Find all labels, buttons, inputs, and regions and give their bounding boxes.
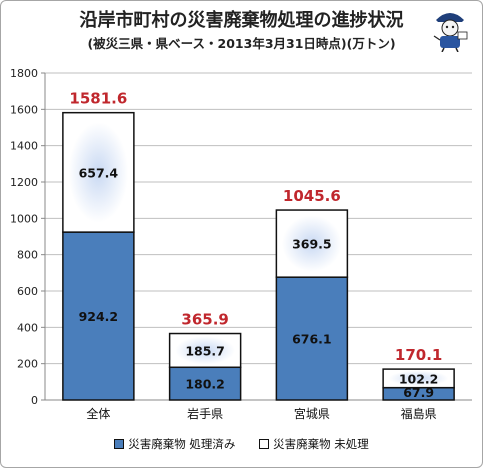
data-label-total: 365.9 [181, 311, 228, 329]
data-label-unprocessed: 102.2 [399, 371, 439, 386]
data-label-unprocessed: 657.4 [79, 165, 119, 180]
legend-label-processed: 災害廃棄物 処理済み [128, 437, 236, 451]
x-category-label: 岩手県 [187, 406, 223, 421]
y-tick-label: 200 [17, 358, 38, 371]
data-label-processed: 924.2 [79, 309, 119, 324]
y-tick-label: 1000 [10, 212, 38, 225]
data-label-processed: 67.9 [403, 385, 434, 400]
chart-subtitle: (被災三県・県ベース・2013年3月31日時点)(万トン) [87, 36, 396, 51]
legend-item-processed: 災害廃棄物 処理済み [114, 436, 235, 452]
data-label-total: 170.1 [395, 346, 442, 364]
legend-swatch-processed [114, 439, 125, 449]
y-tick-label: 800 [17, 249, 38, 262]
data-label-total: 1581.6 [69, 90, 127, 108]
data-label-processed: 676.1 [292, 332, 332, 347]
legend-label-unprocessed: 災害廃棄物 未処理 [273, 437, 369, 451]
data-label-unprocessed: 185.7 [185, 343, 225, 358]
y-tick-label: 1800 [10, 67, 38, 80]
legend-item-unprocessed: 災害廃棄物 未処理 [259, 436, 369, 452]
x-category-label: 福島県 [401, 406, 437, 421]
legend-swatch-unprocessed [259, 439, 270, 449]
bar-unprocessed-1 [168, 332, 242, 369]
bar-unprocessed-2 [275, 209, 349, 278]
data-label-total: 1045.6 [283, 187, 341, 205]
bar-unprocessed-0 [62, 111, 135, 233]
y-tick-label: 1600 [10, 103, 38, 116]
chart-title: 沿岸市町村の災害廃棄物処理の進捗状況 [79, 10, 404, 31]
x-category-label: 宮城県 [294, 406, 330, 421]
y-tick-label: 400 [17, 321, 38, 334]
y-tick-label: 0 [31, 394, 38, 407]
bar-unprocessed-3 [382, 368, 455, 389]
y-tick-label: 1200 [10, 176, 38, 189]
data-label-processed: 180.2 [185, 377, 225, 392]
x-category-label: 全体 [86, 406, 110, 421]
bar-processed-1 [168, 366, 242, 401]
data-label-unprocessed: 369.5 [292, 237, 332, 252]
y-tick-label: 600 [17, 285, 38, 298]
legend: 災害廃棄物 処理済み 災害廃棄物 未処理 [0, 436, 483, 452]
mascot-icon [428, 6, 472, 57]
y-tick-label: 1400 [10, 140, 38, 153]
